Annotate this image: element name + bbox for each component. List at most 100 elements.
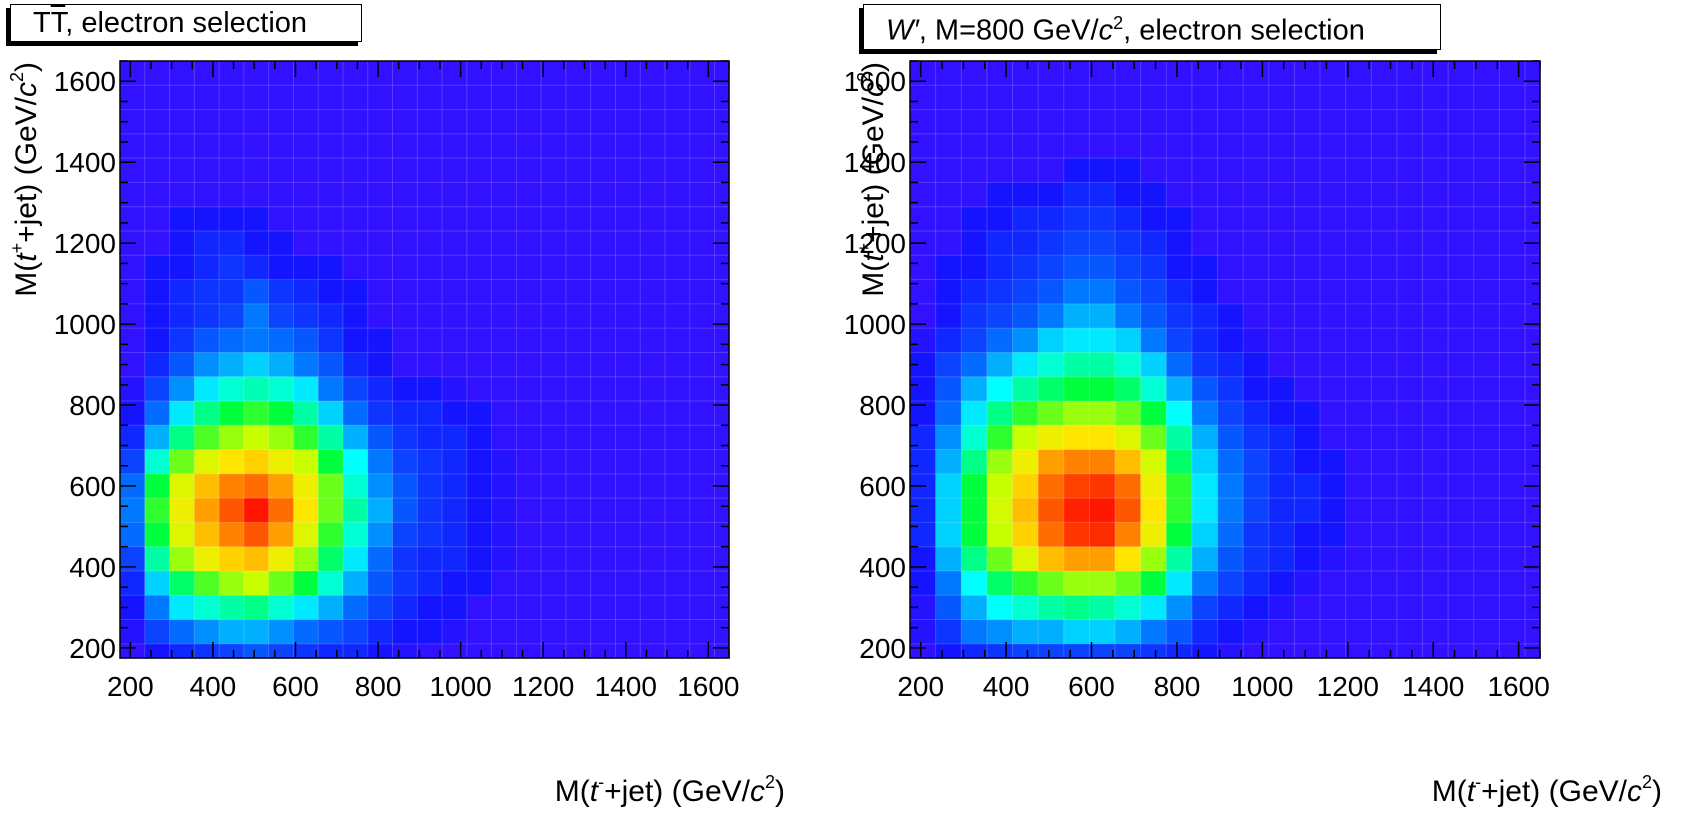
heatmap-cell: [466, 255, 493, 281]
right-title-unit-sup: 2: [1113, 13, 1124, 33]
heatmap-cell: [367, 255, 394, 281]
heatmap-cell: [986, 85, 1014, 111]
heatmap-cell: [615, 61, 641, 86]
heatmap-cell: [169, 425, 195, 451]
heatmap-cell: [935, 328, 962, 354]
heatmap-cell: [1371, 473, 1398, 499]
right-y-axis-label: M(t++jet) (GeV/c2): [854, 62, 890, 297]
heatmap-cell: [1473, 498, 1501, 524]
heatmap-cell: [1371, 182, 1398, 208]
heatmap-cell: [1525, 643, 1541, 659]
heatmap-cell: [1243, 498, 1270, 524]
heatmap-cell: [194, 182, 220, 208]
heatmap-cell: [1396, 619, 1424, 645]
heatmap-cell: [219, 61, 245, 86]
heatmap-cell: [1063, 449, 1090, 475]
heatmap-cell: [417, 522, 443, 548]
heatmap-cell: [1115, 85, 1142, 111]
heatmap-cell: [1473, 473, 1501, 499]
heatmap-cell: [986, 400, 1014, 426]
heatmap-cell: [1115, 255, 1142, 281]
heatmap-cell: [565, 255, 592, 281]
heatmap-cell: [565, 498, 592, 524]
heatmap-cell: [1243, 400, 1270, 426]
heatmap-cell: [714, 206, 730, 232]
heatmap-cell: [1345, 546, 1372, 572]
heatmap-cell: [1422, 158, 1449, 184]
heatmap-cell: [367, 206, 394, 232]
heatmap-cell: [169, 376, 195, 402]
heatmap-cell: [1371, 255, 1398, 281]
heatmap-cell: [665, 61, 691, 86]
heatmap-cell: [392, 230, 418, 256]
heatmap-cell: [1089, 61, 1116, 86]
heatmap-cell: [268, 643, 295, 659]
heatmap-cell: [615, 473, 641, 499]
heatmap-cell: [665, 109, 691, 135]
heatmap-cell: [1243, 133, 1270, 159]
heatmap-cell: [1089, 643, 1116, 659]
heatmap-cell: [1422, 255, 1449, 281]
heatmap-cell: [1243, 158, 1270, 184]
heatmap-cell: [1473, 425, 1501, 451]
heatmap-cell: [1063, 425, 1090, 451]
heatmap-cell: [1396, 352, 1424, 378]
heatmap-cell: [665, 619, 691, 645]
heatmap-cell: [120, 303, 146, 329]
heatmap-cell: [392, 279, 418, 305]
left-x-tick-labels: 200 400 600 800 1000 1200 1400 1600: [107, 671, 740, 702]
y-tick-label: 1400: [844, 147, 906, 178]
heatmap-cell: [268, 61, 295, 86]
heatmap-cell: [491, 498, 517, 524]
heatmap-cell: [1140, 570, 1167, 596]
heatmap-cell: [194, 522, 220, 548]
left-chart-panel: TT, electron selection 200 400 600 800 1000 1…: [7, 4, 785, 808]
heatmap-cell: [986, 109, 1014, 135]
heatmap-cell: [144, 61, 171, 86]
heatmap-cell: [1191, 328, 1219, 354]
heatmap-cell: [1268, 328, 1296, 354]
heatmap-cell: [590, 425, 617, 451]
heatmap-cell: [640, 230, 666, 256]
heatmap-cell: [1166, 61, 1193, 86]
heatmap-cell: [1063, 109, 1090, 135]
heatmap-cell: [1191, 279, 1219, 305]
heatmap-cell: [910, 133, 937, 159]
heatmap-cell: [1191, 255, 1219, 281]
heatmap-cell: [541, 400, 567, 426]
heatmap-cell: [491, 279, 517, 305]
heatmap-cell: [1012, 303, 1039, 329]
heatmap-cell: [1294, 595, 1321, 621]
heatmap-cell: [665, 352, 691, 378]
heatmap-cell: [590, 400, 617, 426]
heatmap-cell: [1166, 133, 1193, 159]
heatmap-cell: [293, 449, 319, 475]
heatmap-cell: [1115, 279, 1142, 305]
heatmap-cell: [466, 182, 493, 208]
heatmap-cell: [466, 473, 493, 499]
heatmap-cell: [1038, 182, 1065, 208]
heatmap-cell: [961, 400, 988, 426]
heatmap-cell: [466, 400, 493, 426]
heatmap-cell: [541, 158, 567, 184]
heatmap-cell: [1525, 498, 1541, 524]
heatmap-cell: [120, 449, 146, 475]
heatmap-cell: [1422, 206, 1449, 232]
heatmap-cell: [417, 303, 443, 329]
heatmap-cell: [1396, 230, 1424, 256]
heatmap-cell: [268, 498, 295, 524]
left-title-prefix-bar: T: [50, 7, 66, 39]
heatmap-cell: [1345, 498, 1372, 524]
heatmap-cell: [689, 425, 716, 451]
heatmap-cell: [1012, 352, 1039, 378]
heatmap-cell: [1473, 570, 1501, 596]
heatmap-cell: [1140, 473, 1167, 499]
heatmap-cell: [1294, 425, 1321, 451]
heatmap-cell: [491, 61, 517, 86]
heatmap-cell: [194, 158, 220, 184]
heatmap-cell: [615, 133, 641, 159]
heatmap-cell: [615, 522, 641, 548]
heatmap-cell: [565, 376, 592, 402]
heatmap-cell: [1320, 230, 1347, 256]
heatmap-cell: [961, 255, 988, 281]
